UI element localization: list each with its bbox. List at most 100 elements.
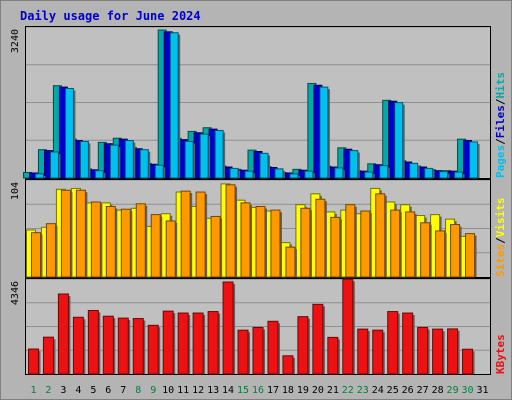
- sites-bar-day-11: [180, 190, 191, 278]
- x-tick-day-17: 17: [267, 385, 279, 396]
- sites-bar-day-13: [210, 215, 221, 278]
- pages-bar-day-5: [94, 170, 104, 179]
- pages-bar-day-19: [304, 170, 314, 179]
- pages-bar-day-14: [229, 167, 239, 179]
- pages-bar-day-15: [244, 170, 254, 179]
- pages-bar-day-23: [364, 171, 374, 179]
- x-tick-day-25: 25: [387, 385, 399, 396]
- pages-bar-day-4: [79, 140, 89, 179]
- x-tick-day-2: 2: [45, 385, 51, 396]
- kbytes-bar-day-29: [447, 328, 459, 375]
- pages-bar-day-12: [199, 133, 209, 179]
- visits-panel: 104 Sites/Visits: [10, 179, 507, 278]
- legend-separator: /: [494, 138, 507, 145]
- kbytes-panel-legend: KBytes: [494, 334, 507, 374]
- sites-bar-day-12: [195, 191, 206, 278]
- kbytes-bar-day-12: [192, 312, 204, 375]
- sites-bar-day-25: [390, 209, 401, 278]
- sites-bar-day-9: [150, 214, 161, 278]
- kbytes-bar-day-9: [147, 324, 159, 375]
- sites-bar-day-29: [450, 224, 461, 278]
- legend-files: Files: [494, 105, 507, 138]
- legend-visits: Visits: [494, 198, 507, 238]
- legend-pages: Pages: [494, 145, 507, 178]
- kbytes-panel-border: [25, 278, 491, 375]
- legend-hits: Hits: [494, 72, 507, 99]
- x-tick-day-14: 14: [222, 385, 234, 396]
- sites-bar-day-4: [75, 189, 86, 278]
- kbytes-bar-day-24: [372, 329, 384, 375]
- x-tick-day-15: 15: [237, 385, 249, 396]
- kbytes-bar-day-4: [72, 316, 84, 375]
- kbytes-bar-day-20: [312, 303, 324, 375]
- sites-bar-day-18: [285, 246, 296, 278]
- kbytes-bar-day-26: [402, 312, 414, 375]
- pages-bar-day-10: [169, 32, 179, 179]
- kbytes-bar-day-23: [357, 328, 369, 375]
- sites-bar-day-23: [360, 210, 371, 278]
- x-tick-day-23: 23: [357, 385, 369, 396]
- kbytes-bar-day-1: [27, 348, 39, 375]
- pages-bar-day-7: [124, 140, 134, 179]
- sites-bar-day-24: [375, 193, 386, 278]
- sites-bar-day-5: [90, 201, 101, 278]
- x-tick-day-11: 11: [177, 385, 189, 396]
- pages-bar-day-11: [184, 140, 194, 179]
- x-tick-day-8: 8: [135, 385, 141, 396]
- pages-bar-day-30: [469, 141, 479, 179]
- legend-separator: /: [494, 98, 507, 105]
- pages-bar-day-1: [34, 173, 44, 179]
- sites-bar-day-6: [105, 206, 116, 278]
- sites-bar-day-2: [45, 223, 56, 278]
- kbytes-panel: 4346 KBytes: [10, 278, 507, 375]
- kbytes-bar-day-3: [57, 293, 69, 375]
- pages-bar-day-25: [394, 102, 404, 179]
- x-tick-day-31: 31: [476, 385, 488, 396]
- x-tick-day-18: 18: [282, 385, 294, 396]
- sites-bar-day-1: [30, 232, 41, 278]
- kbytes-bar-day-25: [387, 311, 399, 375]
- kbytes-bar-day-11: [177, 312, 189, 375]
- kbytes-bar-day-2: [42, 336, 54, 375]
- sites-bar-day-8: [135, 203, 146, 278]
- pages-bar-day-16: [259, 152, 269, 179]
- kbytes-bar-day-19: [297, 316, 309, 375]
- chart-title: Daily usage for June 2024: [20, 9, 201, 23]
- kbytes-bar-day-15: [237, 329, 249, 375]
- sites-bar-day-15: [240, 202, 251, 278]
- sites-bar-day-27: [420, 222, 431, 278]
- legend-separator: /: [494, 237, 507, 244]
- x-tick-day-19: 19: [297, 385, 309, 396]
- x-tick-day-1: 1: [30, 385, 36, 396]
- x-tick-day-10: 10: [162, 385, 174, 396]
- kbytes-bar-day-21: [327, 336, 339, 375]
- x-tick-day-24: 24: [372, 385, 384, 396]
- pages-bar-day-28: [439, 171, 449, 179]
- kbytes-bar-day-22: [342, 278, 354, 375]
- sites-bar-day-30: [465, 233, 476, 278]
- pages-bar-day-8: [139, 149, 149, 179]
- legend-sites: Sites: [494, 244, 507, 277]
- x-tick-day-28: 28: [432, 385, 444, 396]
- pages-bar-day-20: [319, 86, 329, 179]
- kbytes-bar-day-28: [432, 328, 444, 375]
- pages-bar-day-24: [379, 165, 389, 179]
- kbytes-bar-day-17: [267, 320, 279, 375]
- pages-bar-day-22: [349, 150, 359, 179]
- sites-bar-day-21: [330, 216, 341, 278]
- x-tick-day-29: 29: [447, 385, 459, 396]
- x-tick-day-9: 9: [150, 385, 156, 396]
- sites-bar-day-16: [255, 206, 266, 278]
- pages-bar-day-2: [49, 151, 59, 179]
- pages-bar-day-17: [274, 168, 284, 179]
- pages-bar-day-6: [109, 144, 119, 179]
- pages-bar-day-21: [334, 167, 344, 179]
- pages-bar-day-9: [154, 164, 164, 179]
- x-tick-day-7: 7: [120, 385, 126, 396]
- kbytes-bar-day-7: [117, 317, 129, 375]
- x-tick-day-26: 26: [402, 385, 414, 396]
- sites-bar-day-14: [225, 184, 236, 278]
- kbytes-bar-day-16: [252, 326, 264, 375]
